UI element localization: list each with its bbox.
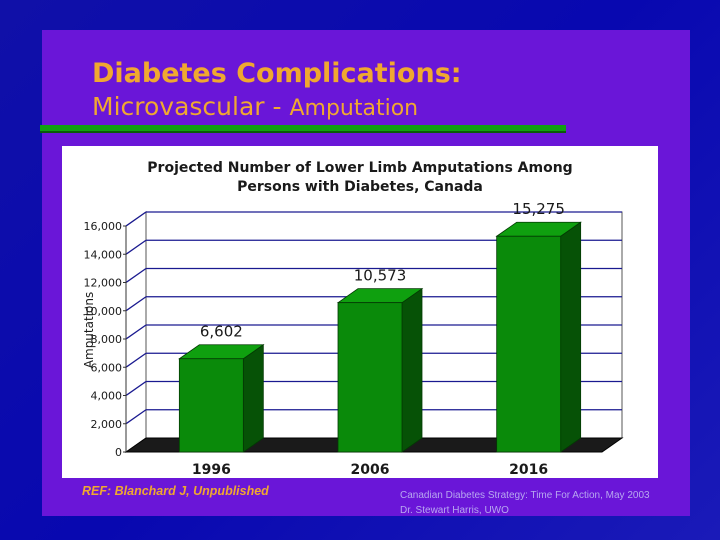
bar [178, 358, 244, 453]
bar-chart: Projected Number of Lower Limb Amputatio… [82, 160, 624, 478]
y-tick-label: 6,000 [91, 361, 123, 374]
y-tick-label: 14,000 [84, 248, 123, 261]
x-tick-label: 2016 [509, 462, 548, 478]
y-tick-label: 0 [115, 446, 122, 459]
y-tick-label: 8,000 [91, 333, 123, 346]
y-tick-label: 4,000 [91, 390, 123, 403]
chart-container: Projected Number of Lower Limb Amputatio… [62, 146, 658, 478]
credit-block: Canadian Diabetes Strategy: Time For Act… [400, 488, 650, 518]
chart-title-line1: Projected Number of Lower Limb Amputatio… [147, 160, 572, 176]
title-underline [40, 125, 566, 131]
y-tick-label: 2,000 [91, 418, 123, 431]
data-label: 15,275 [512, 200, 565, 218]
gridline-side [125, 324, 147, 340]
y-axis-label: Amputations [82, 292, 96, 368]
bar [337, 302, 403, 453]
bar-side [242, 343, 264, 453]
slide-title: Diabetes Complications: [92, 58, 462, 89]
gridline-side [125, 239, 147, 255]
gridline-side [125, 409, 147, 425]
bar-side [401, 287, 423, 453]
chart-title-line2: Persons with Diabetes, Canada [237, 179, 483, 195]
y-tick-label: 12,000 [84, 277, 123, 290]
x-tick-label: 1996 [192, 462, 231, 478]
subtitle-part-b: Amputation [289, 96, 419, 121]
x-tick-label: 2006 [351, 462, 390, 478]
gridline-side [125, 211, 147, 227]
credit-line-2: Dr. Stewart Harris, UWO [400, 505, 509, 516]
y-tick-label: 10,000 [84, 305, 123, 318]
credit-line-1: Canadian Diabetes Strategy: Time For Act… [400, 490, 650, 501]
bar-side [560, 221, 582, 453]
gridline-side [125, 267, 147, 284]
gridline-side [125, 296, 147, 312]
gridline-side [125, 380, 147, 397]
data-label: 6,602 [200, 323, 243, 341]
reference-note: REF: Blanchard J, Unpublished [82, 484, 269, 498]
data-label: 10,573 [354, 267, 407, 285]
y-tick-label: 16,000 [84, 220, 123, 233]
gridline-side [125, 352, 147, 368]
subtitle-part-a: Microvascular - [92, 92, 290, 121]
bar [496, 235, 562, 453]
slide-subtitle: Microvascular - Amputation [92, 92, 418, 121]
